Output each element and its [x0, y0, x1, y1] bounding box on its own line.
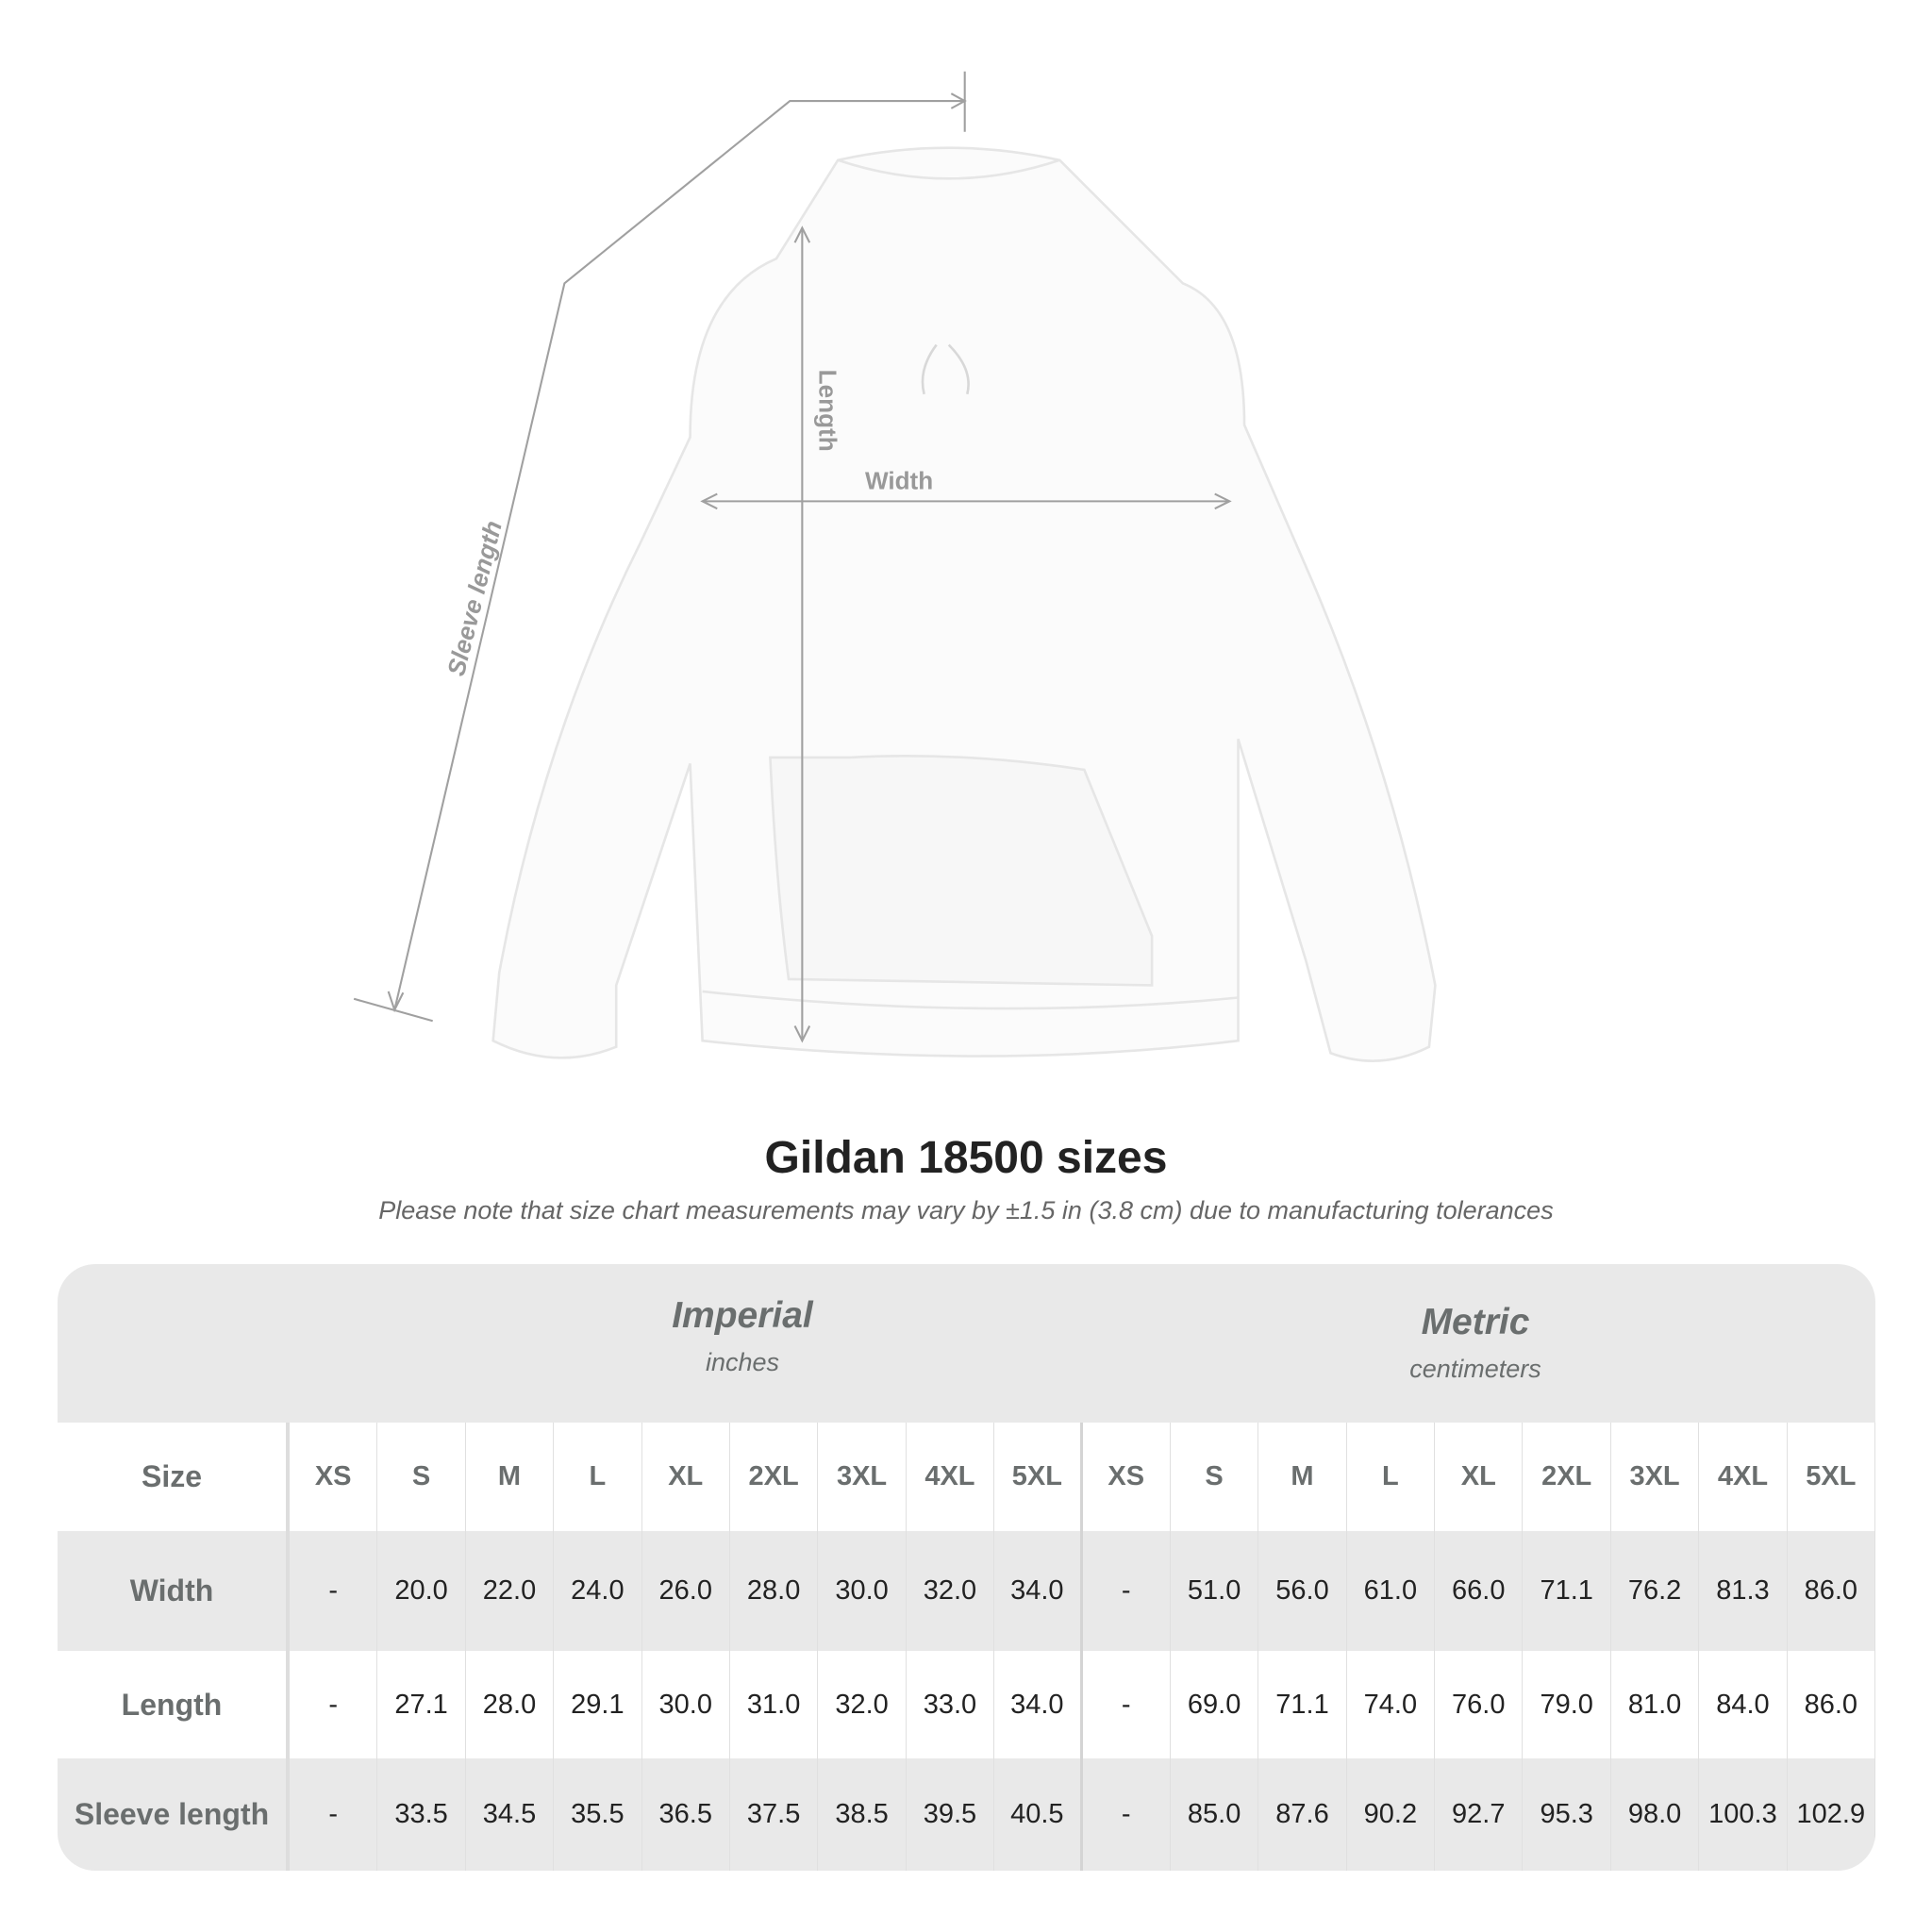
- size-header-cell: XS: [1083, 1423, 1171, 1531]
- size-header-cell: 5XL: [1788, 1423, 1875, 1531]
- table-cell: 66.0: [1435, 1531, 1524, 1651]
- size-header-cell: 2XL: [1523, 1423, 1611, 1531]
- table-cell: 35.5: [554, 1758, 642, 1871]
- table-cell: 28.0: [730, 1531, 819, 1651]
- size-table: Imperial inches Metric centimeters Size X…: [58, 1264, 1875, 1871]
- table-cell: -: [290, 1651, 378, 1758]
- table-cell: 34.0: [994, 1651, 1083, 1758]
- page-title: Gildan 18500 sizes: [764, 1133, 1168, 1183]
- table-cell: -: [1083, 1651, 1171, 1758]
- metric-unit: centimeters: [1409, 1355, 1541, 1383]
- table-cell: 28.0: [466, 1651, 555, 1758]
- table-cell: 30.0: [818, 1531, 907, 1651]
- table-cell: 100.3: [1699, 1758, 1788, 1871]
- hoodie-illustration: [491, 146, 1437, 1062]
- table-cell: 33.0: [907, 1651, 995, 1758]
- table-cell: 86.0: [1788, 1651, 1875, 1758]
- table-cell: 69.0: [1171, 1651, 1259, 1758]
- row-label: Length: [58, 1651, 290, 1758]
- length-label: Length: [814, 370, 842, 452]
- metric-header: Metric centimeters: [1080, 1302, 1871, 1384]
- table-cell: 76.0: [1435, 1651, 1524, 1758]
- table-cell: 40.5: [994, 1758, 1083, 1871]
- table-cell: 34.5: [466, 1758, 555, 1871]
- table-cell: -: [1083, 1531, 1171, 1651]
- size-header-cell: 5XL: [994, 1423, 1083, 1531]
- size-header-cell: XL: [1435, 1423, 1524, 1531]
- table-cell: 76.2: [1611, 1531, 1700, 1651]
- imperial-title: Imperial: [672, 1295, 813, 1336]
- table-cell: 32.0: [818, 1651, 907, 1758]
- table-cell: 84.0: [1699, 1651, 1788, 1758]
- table-cell: 27.1: [377, 1651, 466, 1758]
- table-cell: 92.7: [1435, 1758, 1524, 1871]
- table-cell: -: [290, 1758, 378, 1871]
- size-header-cell: M: [1258, 1423, 1347, 1531]
- table-cell: 61.0: [1347, 1531, 1436, 1651]
- size-header-cell: S: [1171, 1423, 1259, 1531]
- table-cell: 22.0: [466, 1531, 555, 1651]
- table-cell: 79.0: [1523, 1651, 1611, 1758]
- sleeve-length-label: Sleeve length: [441, 518, 508, 679]
- table-cell: 20.0: [377, 1531, 466, 1651]
- row-label: Sleeve length: [58, 1758, 290, 1871]
- row-label: Width: [58, 1531, 290, 1651]
- table-cell: 36.5: [642, 1758, 730, 1871]
- width-label: Width: [865, 466, 933, 494]
- size-header-cell: L: [1347, 1423, 1436, 1531]
- size-header-cell: 2XL: [730, 1423, 819, 1531]
- size-header-row: Size XS S M L XL 2XL 3XL 4XL 5XL XS S M L XL 2XL 3XL 4XL 5…: [58, 1423, 1875, 1531]
- table-cell: 71.1: [1523, 1531, 1611, 1651]
- table-cell: -: [290, 1531, 378, 1651]
- table-cell: 90.2: [1347, 1758, 1436, 1871]
- size-header-cell: 4XL: [1699, 1423, 1788, 1531]
- table-cell: 98.0: [1611, 1758, 1700, 1871]
- table-cell: 74.0: [1347, 1651, 1436, 1758]
- table-cell: 95.3: [1523, 1758, 1611, 1871]
- table-cell: 30.0: [642, 1651, 730, 1758]
- table-row: Length -27.1 28.0 29.1 30.0 31.0 32.0 33.0 34.0-…: [58, 1651, 1875, 1758]
- table-cell: 56.0: [1258, 1531, 1347, 1651]
- table-cell: 34.0: [994, 1531, 1083, 1651]
- table-cell: 37.5: [730, 1758, 819, 1871]
- table-cell: 39.5: [907, 1758, 995, 1871]
- size-header-cell: M: [466, 1423, 555, 1531]
- table-cell: 71.1: [1258, 1651, 1347, 1758]
- size-header-cell: S: [377, 1423, 466, 1531]
- size-header-cell: 3XL: [1611, 1423, 1700, 1531]
- table-cell: 33.5: [377, 1758, 466, 1871]
- table-cell: 86.0: [1788, 1531, 1875, 1651]
- imperial-header: Imperial inches: [347, 1295, 1138, 1377]
- table-cell: 38.5: [818, 1758, 907, 1871]
- size-header-cell: XL: [642, 1423, 730, 1531]
- metric-title: Metric: [1421, 1302, 1530, 1342]
- table-cell: 29.1: [554, 1651, 642, 1758]
- table-cell: 31.0: [730, 1651, 819, 1758]
- measurement-lines: [353, 71, 1232, 1043]
- table-cell: 51.0: [1171, 1531, 1259, 1651]
- row-label: Size: [58, 1423, 290, 1531]
- table-cell: 26.0: [642, 1531, 730, 1651]
- table-cell: 102.9: [1788, 1758, 1875, 1871]
- size-header-cell: XS: [290, 1423, 378, 1531]
- table-cell: 32.0: [907, 1531, 995, 1651]
- table-cell: 81.0: [1611, 1651, 1700, 1758]
- size-header-cell: 3XL: [818, 1423, 907, 1531]
- unit-header: Imperial inches Metric centimeters: [58, 1264, 1875, 1423]
- tolerance-note: Please note that size chart measurements…: [378, 1196, 1554, 1224]
- size-header-cell: 4XL: [907, 1423, 995, 1531]
- sleeve-length-line: [393, 100, 965, 1010]
- hoodie-diagram: Length Width Sleeve length: [353, 71, 1437, 1062]
- table-cell: -: [1083, 1758, 1171, 1871]
- imperial-unit: inches: [705, 1348, 780, 1376]
- table-row: Width -20.0 22.0 24.0 26.0 28.0 30.0 32.0 34.0-5…: [58, 1531, 1875, 1651]
- table-cell: 81.3: [1699, 1531, 1788, 1651]
- size-header-cell: L: [554, 1423, 642, 1531]
- table-cell: 85.0: [1171, 1758, 1259, 1871]
- table-cell: 87.6: [1258, 1758, 1347, 1871]
- table-row: Sleeve length -33.5 34.5 35.5 36.5 37.5 38.5 39…: [58, 1758, 1875, 1871]
- table-cell: 24.0: [554, 1531, 642, 1651]
